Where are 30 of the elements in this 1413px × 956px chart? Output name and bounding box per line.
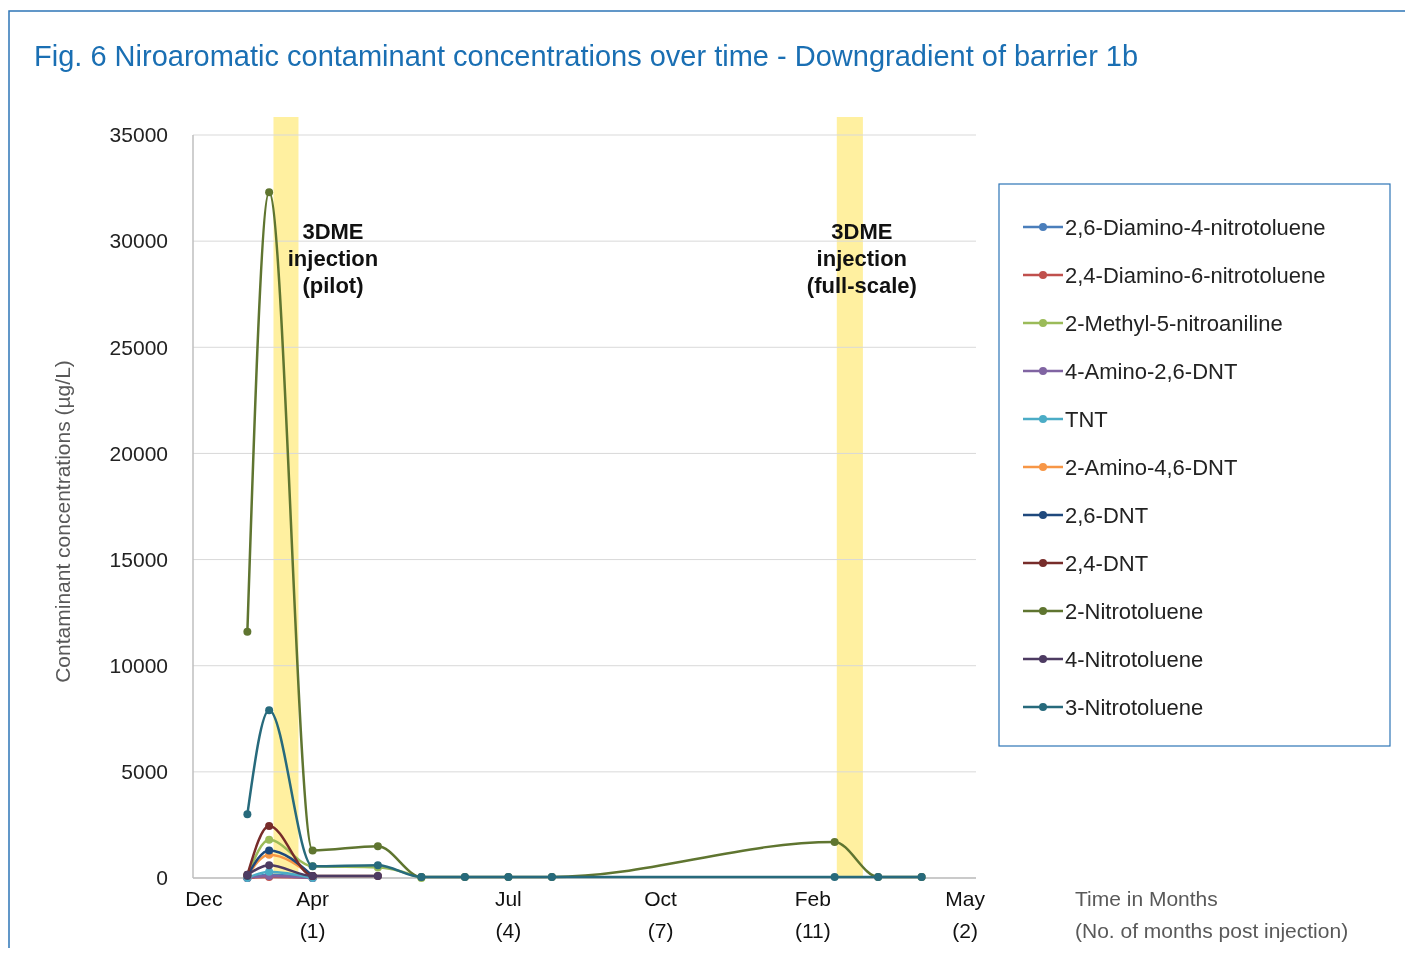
legend-label: 4-Nitrotoluene: [1065, 646, 1204, 672]
legend-label: 2-Amino-4,6-DNT: [1065, 454, 1238, 480]
y-tick-label: 0: [156, 866, 168, 890]
annotation: 3DME injection (full-scale): [806, 219, 917, 298]
x-axis-title: Time in Months (No. of months post injection): [1075, 887, 1349, 942]
legend-label: 2,4-Diamino-6-nitrotoluene: [1065, 262, 1326, 288]
annotation: 3DME injection (pilot): [287, 219, 379, 298]
chart-title: Fig. 6 Niroaromatic contaminant concentrations over time - Downgradient of barrier 1b: [34, 40, 1139, 72]
legend-label: 2,6-DNT: [1065, 502, 1149, 528]
y-tick-label: 30000: [109, 229, 168, 253]
x-tick-label: Dec: [185, 887, 223, 910]
legend-label: 2,4-DNT: [1065, 550, 1149, 576]
y-tick-label: 5000: [121, 760, 168, 784]
x-tick-label: Oct (7): [644, 887, 678, 942]
legend-label: 2-Nitrotoluene: [1065, 598, 1204, 624]
y-tick-label: 15000: [109, 547, 168, 571]
legend-label: 3-Nitrotoluene: [1065, 694, 1204, 720]
y-tick-label: 20000: [109, 441, 168, 465]
legend-label: 2-Methyl-5-nitroaniline: [1065, 310, 1283, 336]
y-axis-title: Contaminant concentrations (µg/L): [51, 360, 74, 683]
legend-label: TNT: [1065, 406, 1108, 432]
y-tick-label: 25000: [109, 335, 168, 359]
legend-label: 2,6-Diamino-4-nitrotoluene: [1065, 214, 1326, 240]
x-tick-label: Jul (4): [494, 887, 522, 942]
x-tick-label: May (2): [945, 887, 986, 942]
y-tick-label: 35000: [109, 123, 168, 147]
x-tick-label: Apr (1): [296, 887, 329, 942]
legend-label: 4-Amino-2,6-DNT: [1065, 358, 1238, 384]
x-tick-label: Feb (11): [794, 887, 831, 942]
y-tick-label: 10000: [109, 654, 168, 678]
